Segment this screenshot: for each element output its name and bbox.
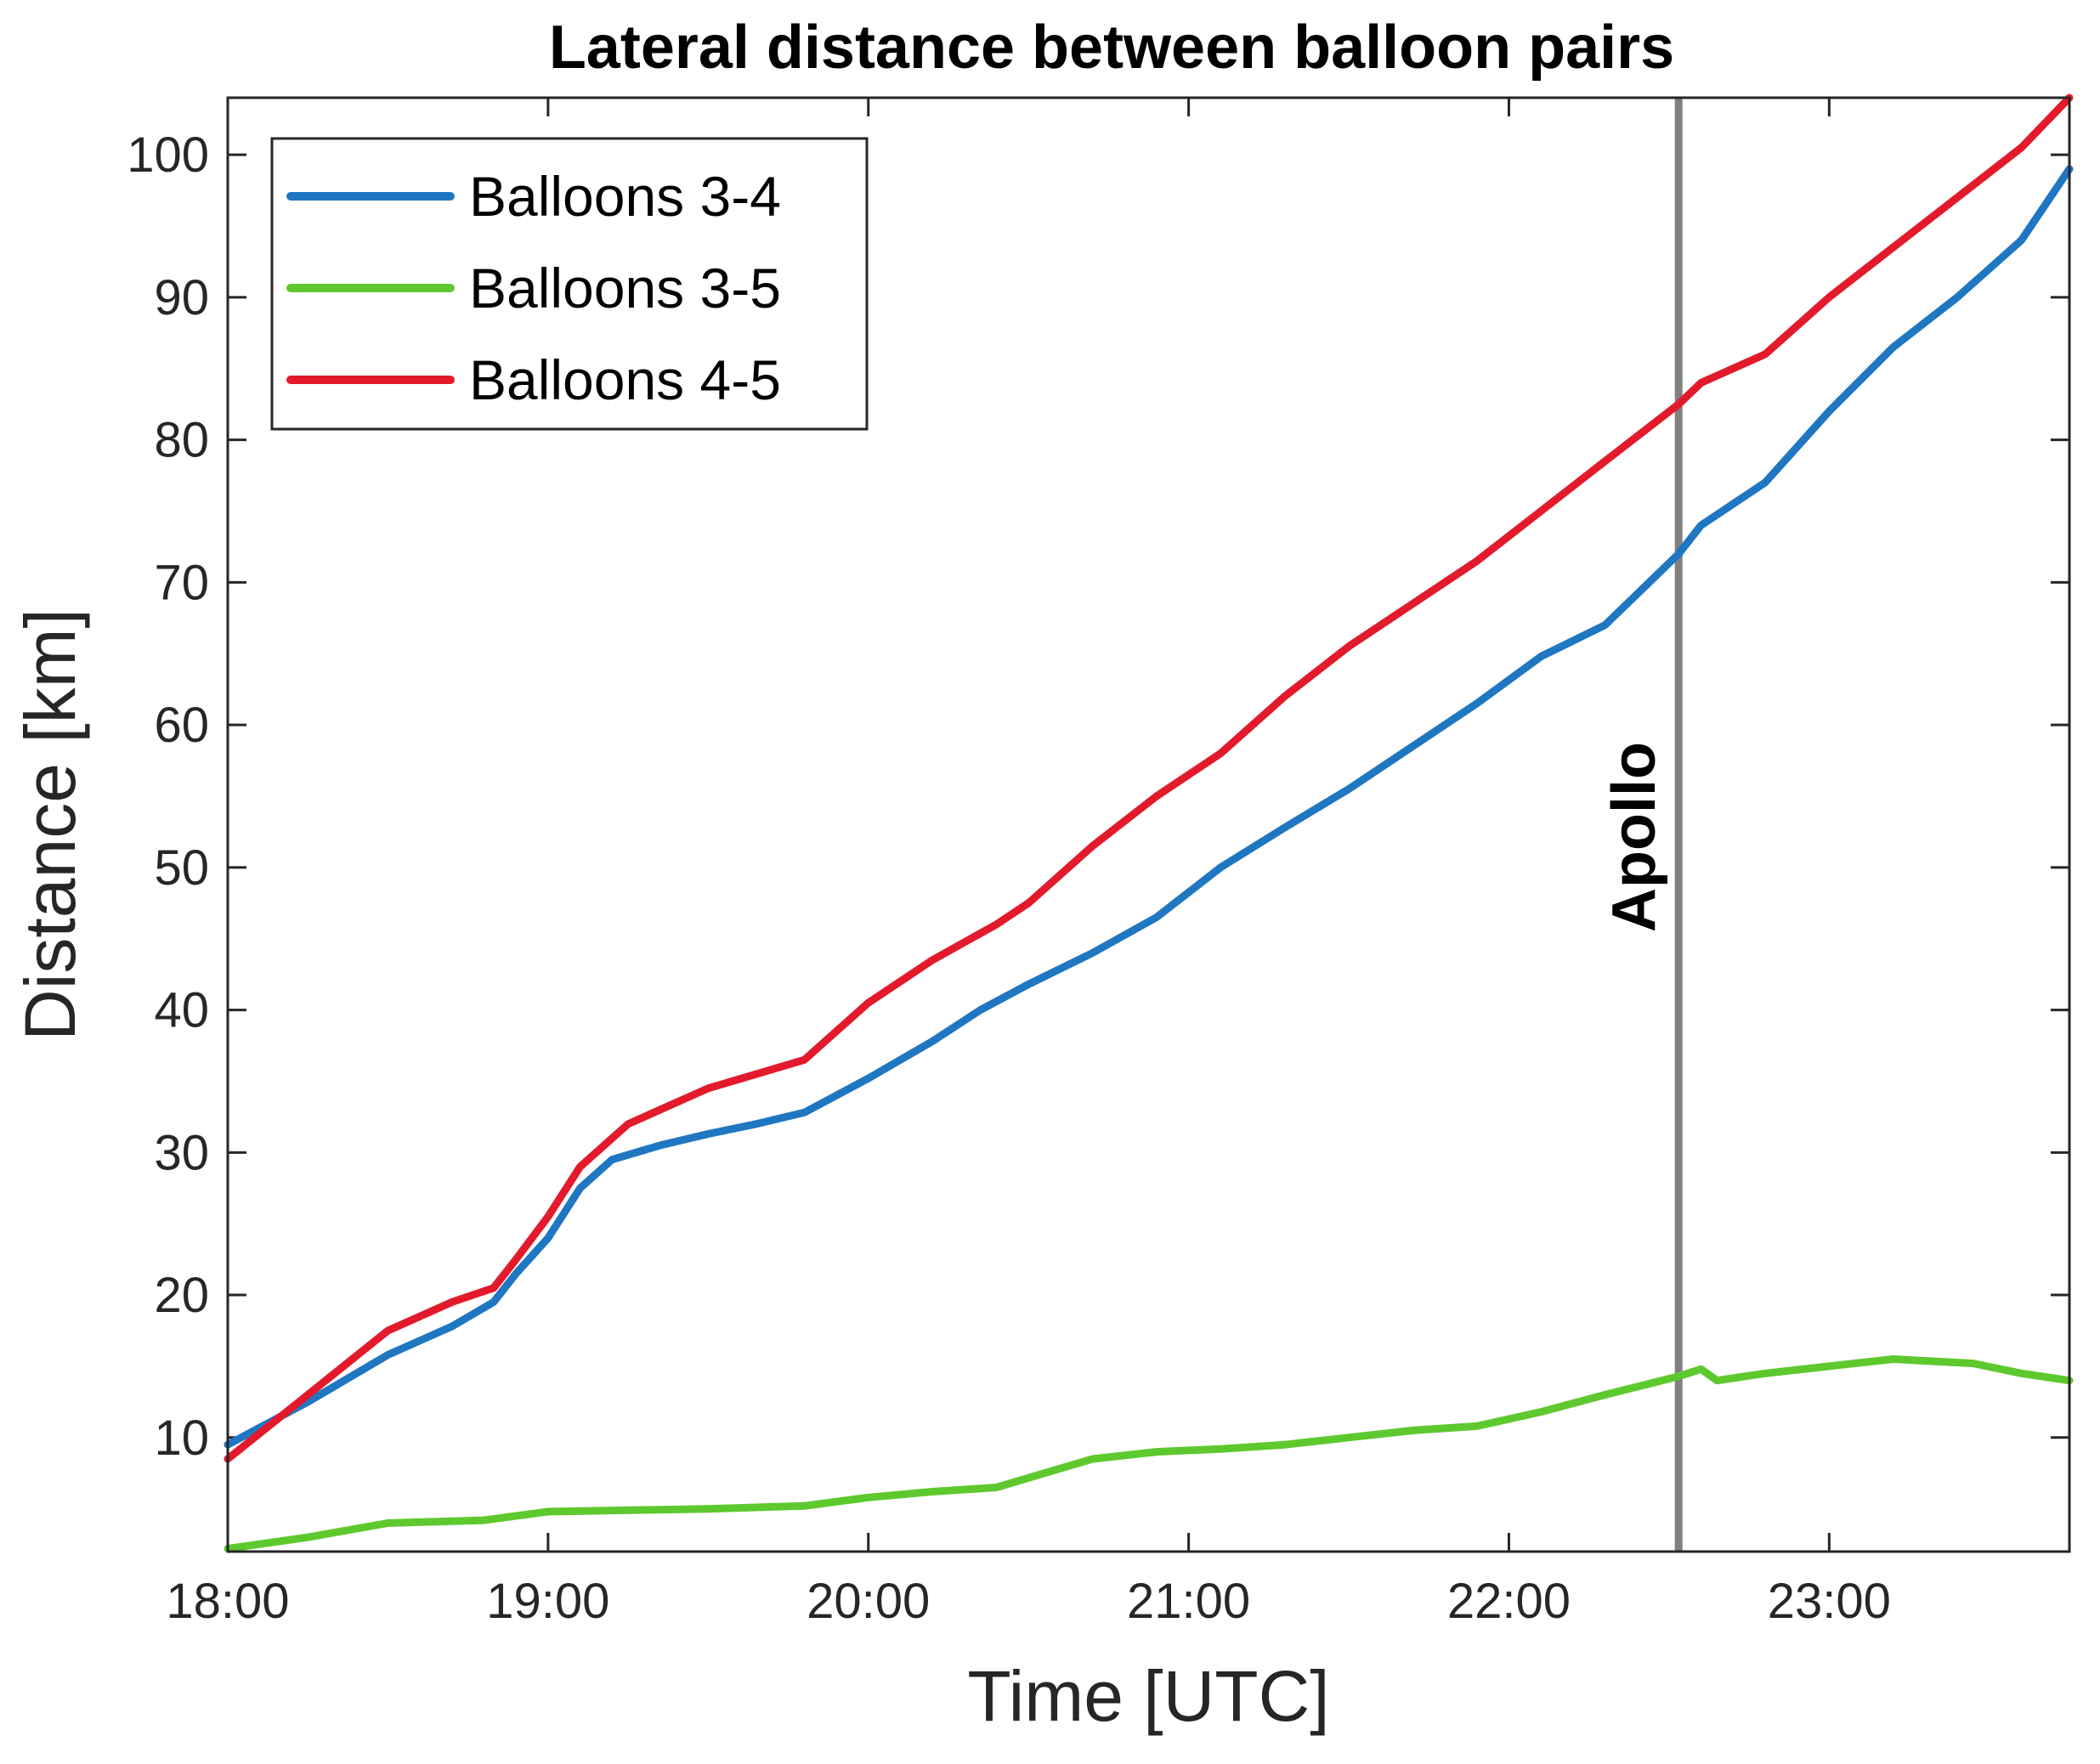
x-tick-label: 20:00 — [807, 1574, 930, 1629]
series-line-balloons-4-5 — [224, 93, 2074, 1463]
y-axis-label: Distance [km] — [10, 608, 90, 1041]
x-axis-label: Time [UTC] — [967, 1656, 1329, 1736]
y-tick-label: 20 — [154, 1268, 209, 1323]
apollo-annotation-label: Apollo — [1600, 742, 1668, 932]
series-line-balloons-3-4 — [224, 165, 2074, 1449]
y-tick-label: 100 — [127, 127, 209, 183]
x-tick-label: 18:00 — [166, 1574, 289, 1629]
y-tick-label: 60 — [154, 698, 209, 753]
y-tick-label: 90 — [154, 270, 209, 325]
legend-label-balloons-3-5: Balloons 3-5 — [469, 257, 781, 319]
x-tick-label: 21:00 — [1127, 1574, 1250, 1629]
x-tick-label: 23:00 — [1768, 1574, 1891, 1629]
chart-title: Lateral distance between balloon pairs — [549, 14, 1674, 82]
axes-box — [226, 96, 2071, 1553]
y-tick-label: 80 — [154, 413, 209, 468]
x-tick-label: 19:00 — [486, 1574, 609, 1629]
series-line-balloons-3-5 — [224, 1355, 2074, 1553]
y-tick-label: 50 — [154, 840, 209, 896]
y-tick-label: 10 — [154, 1411, 209, 1466]
legend-label-balloons-4-5: Balloons 4-5 — [469, 348, 781, 411]
legend-label-balloons-3-4: Balloons 3-4 — [469, 165, 781, 228]
y-tick-label: 70 — [154, 555, 209, 610]
x-tick-label: 22:00 — [1447, 1574, 1571, 1629]
y-tick-label: 30 — [154, 1125, 209, 1180]
legend: Balloons 3-4 Balloons 3-5 Balloons 4-5 — [270, 137, 869, 431]
y-tick-label: 40 — [154, 983, 209, 1038]
